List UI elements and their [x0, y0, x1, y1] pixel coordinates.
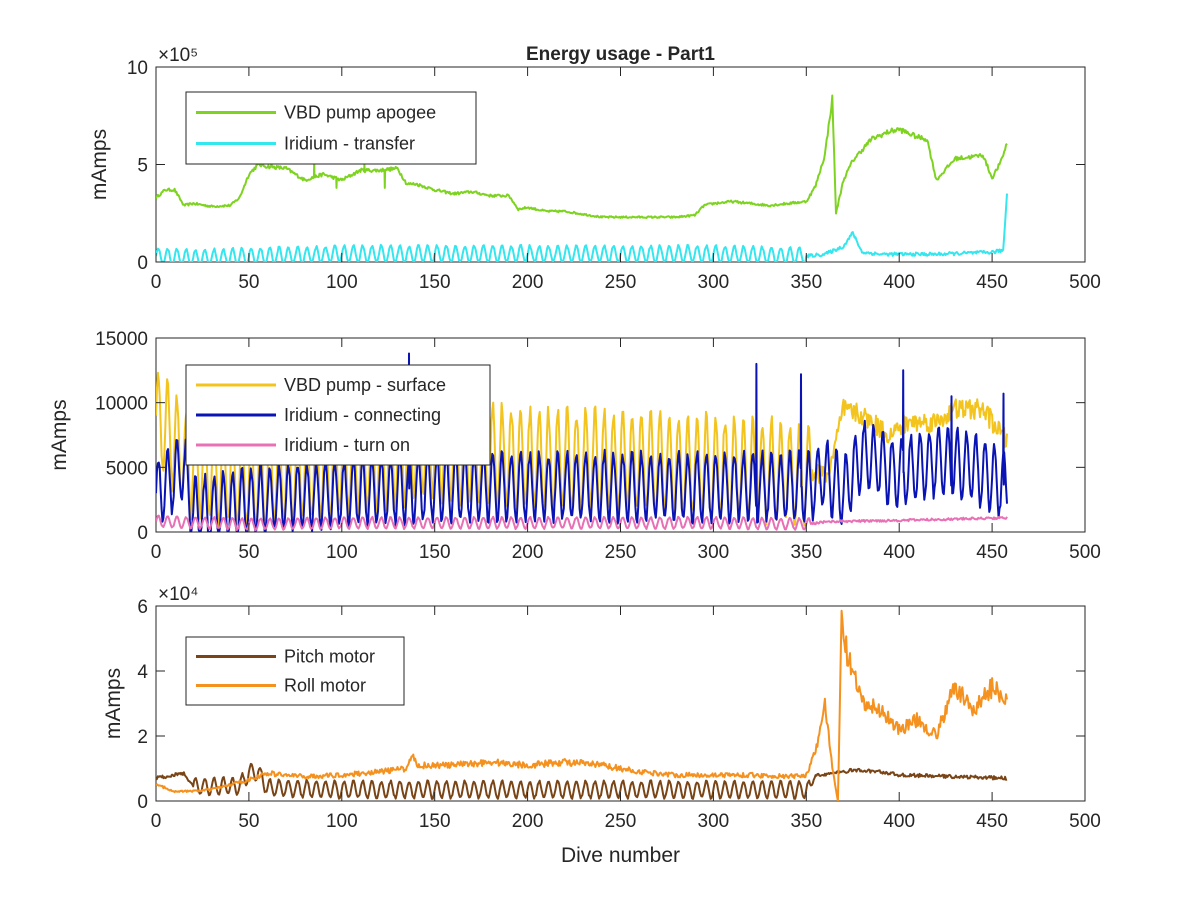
x-tick-label: 100 — [326, 272, 358, 293]
x-tick-label: 150 — [419, 542, 451, 563]
legend: Pitch motor Roll motor — [185, 636, 405, 706]
x-tick-label: 300 — [698, 811, 730, 832]
x-tick-label: 0 — [151, 272, 162, 293]
x-tick-label: 50 — [238, 542, 259, 563]
y-axis-label: mAmps — [102, 668, 125, 739]
legend: VBD pump apogee Iridium - transfer — [185, 91, 477, 165]
x-tick-label: 0 — [151, 542, 162, 563]
series-line-1 — [156, 762, 1008, 800]
x-tick-label: 50 — [238, 272, 259, 293]
series-line-1 — [156, 94, 1008, 219]
chart-title: Energy usage - Part1 — [526, 44, 715, 65]
x-tick-label: 100 — [326, 811, 358, 832]
y-tick-label: 4 — [137, 662, 148, 683]
x-tick-label: 450 — [976, 811, 1008, 832]
x-tick-label: 150 — [419, 811, 451, 832]
legend-box — [185, 91, 477, 165]
x-ticks: 0 50 100 150 200 250 300 350 400 450 500 — [151, 67, 1101, 293]
x-tick-label: 100 — [326, 542, 358, 563]
legend-label: Iridium - turn on — [284, 435, 410, 455]
y-exponent-label: ×10⁴ — [158, 584, 198, 605]
x-tick-label: 400 — [883, 542, 915, 563]
x-tick-label: 300 — [698, 272, 730, 293]
x-tick-label: 250 — [605, 272, 637, 293]
y-ticks: 0 5 10 — [127, 58, 1085, 274]
series-line-3 — [156, 514, 1008, 532]
x-tick-label: 500 — [1069, 272, 1101, 293]
x-tick-label: 250 — [605, 811, 637, 832]
x-tick-label: 0 — [151, 811, 162, 832]
x-tick-label: 150 — [419, 272, 451, 293]
subplot-panels: 0 50 100 150 200 250 300 350 400 450 5000510×10⁵mA… — [48, 44, 1101, 867]
x-tick-label: 450 — [976, 542, 1008, 563]
x-axis-label: Dive number — [561, 844, 680, 867]
y-tick-label: 0 — [137, 523, 148, 544]
x-tick-label: 350 — [790, 542, 822, 563]
legend-label: Iridium - connecting — [284, 405, 441, 425]
series-line-2 — [156, 609, 1008, 801]
subplot-2: 0 50 100 150 200 250 300 350 400 450 5000500010000… — [48, 329, 1101, 563]
x-tick-label: 200 — [512, 811, 544, 832]
legend-label: VBD pump apogee — [284, 103, 436, 123]
x-tick-label: 50 — [238, 811, 259, 832]
legend-box — [185, 636, 405, 706]
y-tick-label: 5 — [137, 156, 148, 177]
series-group — [156, 94, 1008, 262]
y-tick-label: 2 — [137, 727, 148, 748]
y-tick-label: 0 — [137, 253, 148, 274]
series-line-2 — [156, 193, 1008, 262]
x-tick-label: 250 — [605, 542, 637, 563]
subplot-3: 0 50 100 150 200 250 300 350 400 450 500 0 2 4 6 ×10⁴ mA… — [102, 584, 1101, 867]
x-tick-label: 200 — [512, 542, 544, 563]
x-tick-label: 450 — [976, 272, 1008, 293]
y-axis-label: mAmps — [48, 399, 71, 470]
y-tick-label: 0 — [137, 792, 148, 813]
y-ticks: 0 2 4 6 — [137, 597, 1085, 813]
x-tick-label: 350 — [790, 811, 822, 832]
legend: VBD pump - surface Iridium - connecting Ir… — [185, 364, 491, 466]
y-tick-label: 5000 — [106, 458, 148, 479]
x-tick-label: 300 — [698, 542, 730, 563]
y-tick-label: 6 — [137, 597, 148, 618]
y-ticks: 0 5000 10000 15000 — [95, 329, 1085, 544]
x-ticks: 0 50 100 150 200 250 300 350 400 450 500 — [151, 338, 1101, 563]
y-tick-label: 10000 — [95, 394, 148, 415]
y-tick-label: 10 — [127, 58, 148, 79]
x-tick-label: 350 — [790, 272, 822, 293]
x-tick-label: 400 — [883, 811, 915, 832]
series-line-2 — [156, 352, 1008, 532]
x-tick-label: 400 — [883, 272, 915, 293]
subplot-1: 0 50 100 150 200 250 300 350 400 450 500 0 5 10 ×10⁵ mA… — [88, 44, 1101, 293]
y-tick-label: 15000 — [95, 329, 148, 350]
legend-label: Pitch motor — [284, 647, 375, 667]
x-tick-label: 200 — [512, 272, 544, 293]
legend-label: Iridium - transfer — [284, 134, 415, 154]
series-group — [156, 609, 1008, 801]
y-axis-label: mAmps — [88, 129, 111, 200]
x-tick-label: 500 — [1069, 542, 1101, 563]
legend-label: Roll motor — [284, 676, 366, 696]
legend-label: VBD pump - surface — [284, 375, 446, 395]
x-ticks: 0 50 100 150 200 250 300 350 400 450 500 — [151, 606, 1101, 832]
x-tick-label: 500 — [1069, 811, 1101, 832]
y-exponent-label: ×10⁵ — [158, 45, 198, 66]
